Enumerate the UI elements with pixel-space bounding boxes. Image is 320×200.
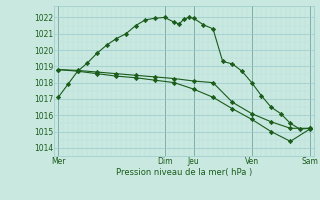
X-axis label: Pression niveau de la mer( hPa ): Pression niveau de la mer( hPa ): [116, 168, 252, 177]
